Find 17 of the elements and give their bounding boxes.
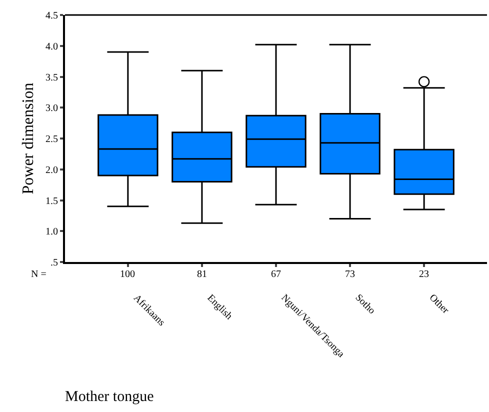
text: N = (31, 269, 47, 280)
x-axis-title: Mother tongue (65, 389, 154, 405)
y-tick-label: .5 (50, 258, 58, 268)
y-tick-label: 3.5 (46, 72, 58, 84)
y-axis-title: Power dimension (20, 82, 37, 194)
text: 73 (345, 269, 355, 280)
y-tick-label: 3.0 (46, 103, 58, 114)
y-tick-label: 4.0 (46, 41, 58, 52)
y-tick-label: 2.5 (46, 134, 58, 145)
y-tick-label: 1.0 (46, 226, 58, 238)
text: 23 (419, 269, 429, 280)
text: 81 (197, 269, 207, 280)
y-tick-label: 4.5 (46, 10, 58, 22)
text: 100 (120, 269, 135, 280)
y-tick-label: 1.5 (46, 196, 58, 207)
y-tick-label: 2.0 (46, 164, 58, 176)
text: 67 (271, 269, 281, 280)
